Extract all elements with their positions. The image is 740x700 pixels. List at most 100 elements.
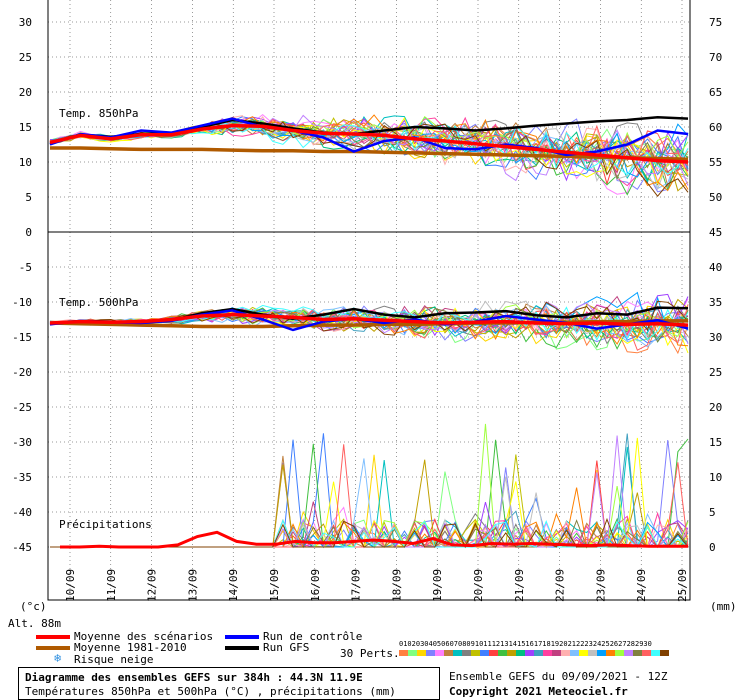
perturbation-ids: 0102030405060708091011121314151617181920… [399,640,652,648]
altitude-label: Alt. 88m [8,617,61,630]
perturbation-color-cell [597,650,606,656]
x-tick: 20/09 [472,569,485,602]
top-left-tick: 5 [25,191,32,204]
perturbation-color-cell [642,650,651,656]
top-right-tick: 45 [709,226,722,239]
x-tick: 23/09 [594,569,607,602]
run-info: Ensemble GEFS du 09/09/2021 - 12Z [449,670,668,683]
bottom-right-tick: 15 [709,436,722,449]
chart-subtitle: Températures 850hPa et 500hPa (°C) , pré… [25,685,396,698]
title-box: Diagramme des ensembles GEFS sur 384h : … [18,667,440,700]
perturbation-color-cell [588,650,597,656]
copyright: Copyright 2021 Meteociel.fr [449,685,628,698]
precip-label: Précipitations [59,518,152,531]
perturbation-color-cell [462,650,471,656]
left-axis-unit: (°c) [20,600,47,613]
top-right-tick: 70 [709,51,722,64]
top-series-line [50,146,689,161]
top-left-tick: 20 [19,86,32,99]
bottom-right-tick: 0 [709,541,716,554]
bottom-left-tick: -45 [12,541,32,554]
top-right-tick: 65 [709,86,722,99]
perturbation-colors [399,650,669,656]
chart-title: Diagramme des ensembles GEFS sur 384h : … [25,671,363,684]
top-left-tick: 15 [19,121,32,134]
main-series [49,115,689,549]
bottom-left-tick: -35 [12,471,32,484]
x-tick: 25/09 [676,569,689,602]
legend-mean: Moyenne des scénarios [74,630,214,643]
x-tick: 14/09 [227,569,240,602]
top-right-tick: 75 [709,16,722,29]
perturbation-color-cell [516,650,525,656]
perturbation-color-cell [453,650,462,656]
perturbation-color-cell [399,650,408,656]
x-tick: 21/09 [513,569,526,602]
perturbation-color-cell [498,650,507,656]
perturbation-color-cell [507,650,516,656]
bottom-left-tick: -20 [12,366,32,379]
right-axis-unit: (mm) [710,600,737,613]
bottom-left-tick: -40 [12,506,32,519]
bottom-panel-label: Temp. 500hPa [59,296,138,309]
perturbation-color-cell [408,650,417,656]
axis-ticks: 30252015105075706560555045-5-10-15-20-25… [12,16,722,602]
top-member-line [50,119,689,180]
legend-gfs: Run GFS [263,641,310,654]
perturbation-color-cell [525,650,534,656]
bottom-right-tick: 20 [709,401,722,414]
top-left-tick: 0 [25,226,32,239]
bottom-left-tick: -10 [12,296,32,309]
x-tick: 11/09 [105,569,118,602]
x-tick: 19/09 [431,569,444,602]
perturbation-color-cell [552,650,561,656]
legend-swatch-mean [36,635,70,639]
perturbation-color-cell [534,650,543,656]
x-tick: 18/09 [390,569,403,602]
bottom-left-tick: -15 [12,331,32,344]
perturbation-color-cell [651,650,660,656]
top-series-line [49,123,689,164]
legend-swatch-control [225,635,259,639]
perturbation-color-cell [570,650,579,656]
top-panel-label: Temp. 850hPa [59,107,138,120]
top-right-tick: 55 [709,156,722,169]
bottom-series-line [49,312,689,327]
top-left-tick: 30 [19,16,32,29]
top-left-tick: 25 [19,51,32,64]
chart-frame [47,0,691,601]
x-tick: 15/09 [268,569,281,602]
x-tick: 12/09 [146,569,159,602]
bottom-right-tick: 35 [709,296,722,309]
perturbation-color-cell [444,650,453,656]
bottom-right-tick: 30 [709,331,722,344]
top-right-tick: 60 [709,121,722,134]
bottom-right-tick: 5 [709,506,716,519]
perturbation-color-cell [489,650,498,656]
legend-swatch-climatology [36,646,70,650]
snowflake-icon: ❄ [54,651,62,665]
perturbation-color-cell [435,650,444,656]
bottom-left-tick: -30 [12,436,32,449]
perturbation-color-cell [480,650,489,656]
perturbation-color-cell [579,650,588,656]
precip-mean-line [60,530,688,549]
top-left-tick: 10 [19,156,32,169]
top-right-tick: 50 [709,191,722,204]
x-tick: 17/09 [350,569,363,602]
bottom-right-tick: 25 [709,366,722,379]
bottom-right-tick: 10 [709,471,722,484]
x-tick: 16/09 [309,569,322,602]
x-tick: 22/09 [554,569,567,602]
bottom-left-tick: -5 [19,261,32,274]
bottom-right-tick: 40 [709,261,722,274]
legend-snow-risk: Risque neige [74,653,154,666]
perturbation-color-cell [606,650,615,656]
perturbation-color-cell [615,650,624,656]
legend-control: Run de contrôle [263,630,363,643]
perturbation-color-cell [633,650,642,656]
legend-swatch-gfs [225,646,259,650]
perturbation-color-cell [471,650,480,656]
x-tick: 13/09 [186,569,199,602]
